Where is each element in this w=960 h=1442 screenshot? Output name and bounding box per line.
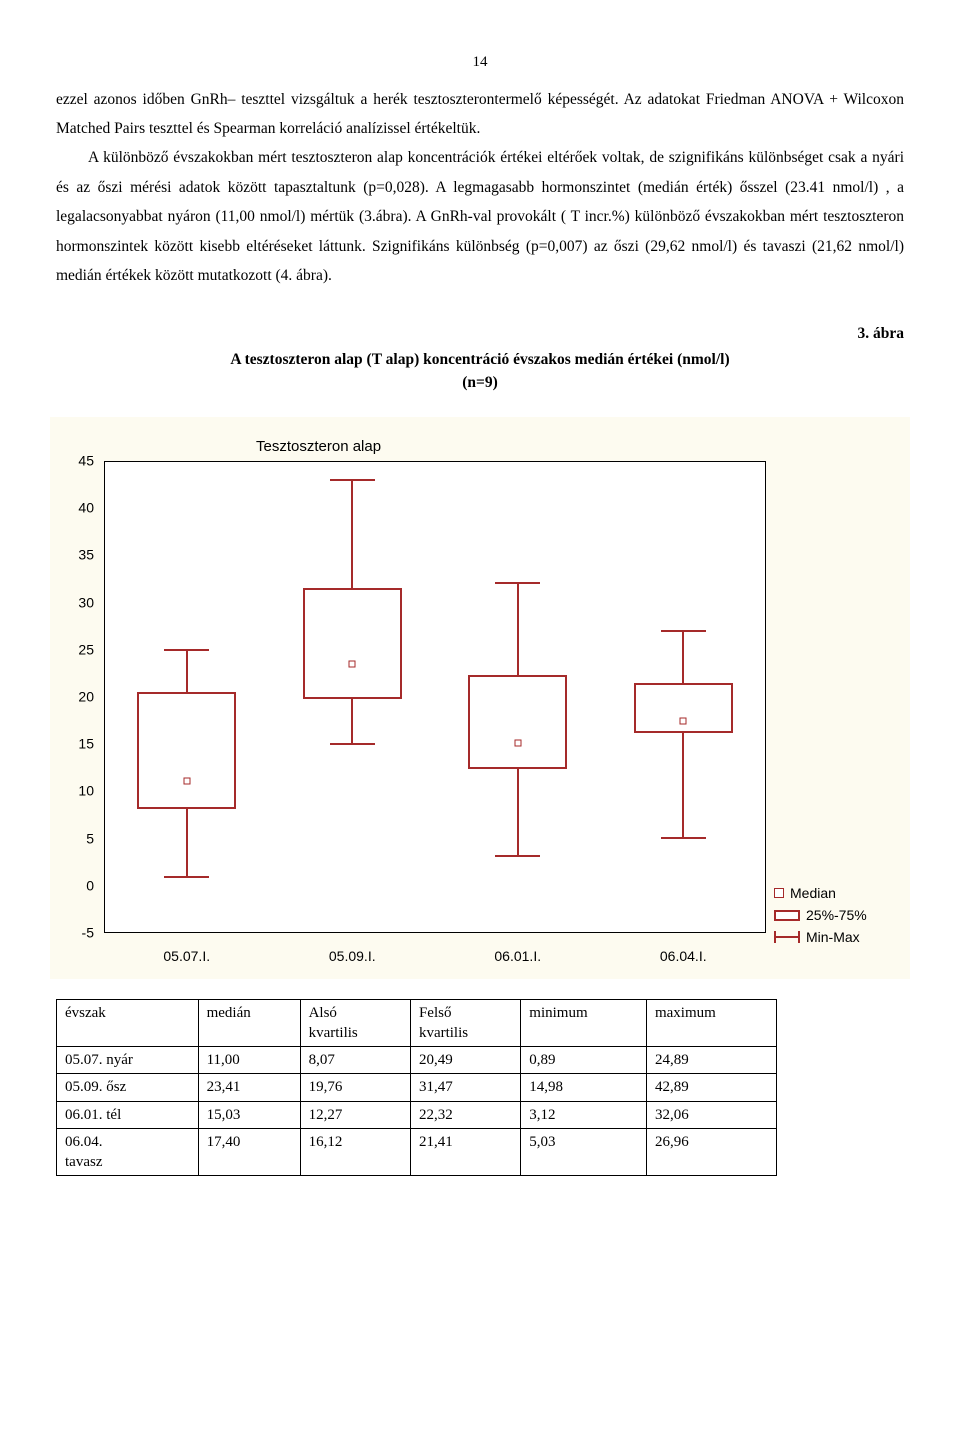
table-cell: 15,03 [198, 1101, 300, 1128]
table-cell: 21,41 [410, 1128, 520, 1176]
table-cell: 20,49 [410, 1047, 520, 1074]
table-header-cell: Felsőkvartilis [410, 999, 520, 1047]
table-cell: 14,98 [521, 1074, 647, 1101]
table-cell: 42,89 [646, 1074, 776, 1101]
table-header-row: évszakmediánAlsókvartilisFelsőkvartilism… [57, 999, 777, 1047]
table-cell: 16,12 [300, 1128, 410, 1176]
table-cell: 0,89 [521, 1047, 647, 1074]
table-cell: 23,41 [198, 1074, 300, 1101]
table-body: 05.07. nyár11,008,0720,490,8924,8905.09.… [57, 1047, 777, 1176]
page-number: 14 [56, 48, 904, 77]
data-table: évszakmediánAlsókvartilisFelsőkvartilism… [56, 999, 777, 1177]
body-paragraph: ezzel azonos időben GnRh– teszttel vizsg… [56, 85, 904, 291]
table-row: 05.09. ősz23,4119,7631,4714,9842,89 [57, 1074, 777, 1101]
table-cell: 12,27 [300, 1101, 410, 1128]
table-cell: 06.04.tavasz [57, 1128, 199, 1176]
table-cell: 17,40 [198, 1128, 300, 1176]
table-header-cell: évszak [57, 999, 199, 1047]
table-cell: 05.07. nyár [57, 1047, 199, 1074]
table-row: 05.07. nyár11,008,0720,490,8924,89 [57, 1047, 777, 1074]
table-cell: 19,76 [300, 1074, 410, 1101]
table-cell: 05.09. ősz [57, 1074, 199, 1101]
table-cell: 22,32 [410, 1101, 520, 1128]
boxplot-chart: Tesztoszteron alap -5051015202530354045 … [56, 429, 896, 969]
table-cell: 11,00 [198, 1047, 300, 1074]
figure-title: A tesztoszteron alap (T alap) koncentrác… [56, 348, 904, 395]
table-header-cell: maximum [646, 999, 776, 1047]
figure-title-line2: (n=9) [462, 374, 498, 391]
table-cell: 24,89 [646, 1047, 776, 1074]
table-row: 06.01. tél15,0312,2722,323,1232,06 [57, 1101, 777, 1128]
figure-title-line1: A tesztoszteron alap (T alap) koncentrác… [230, 351, 729, 368]
figure-label: 3. ábra [858, 319, 905, 348]
table-header-cell: medián [198, 999, 300, 1047]
table-cell: 3,12 [521, 1101, 647, 1128]
table-cell: 8,07 [300, 1047, 410, 1074]
table-cell: 32,06 [646, 1101, 776, 1128]
table-cell: 31,47 [410, 1074, 520, 1101]
box-group [56, 429, 896, 969]
table-cell: 5,03 [521, 1128, 647, 1176]
table-header-cell: minimum [521, 999, 647, 1047]
table-header-cell: Alsókvartilis [300, 999, 410, 1047]
table-row: 06.04.tavasz17,4016,1221,415,0326,96 [57, 1128, 777, 1176]
chart-container: Tesztoszteron alap -5051015202530354045 … [50, 417, 910, 979]
table-cell: 06.01. tél [57, 1101, 199, 1128]
table-cell: 26,96 [646, 1128, 776, 1176]
